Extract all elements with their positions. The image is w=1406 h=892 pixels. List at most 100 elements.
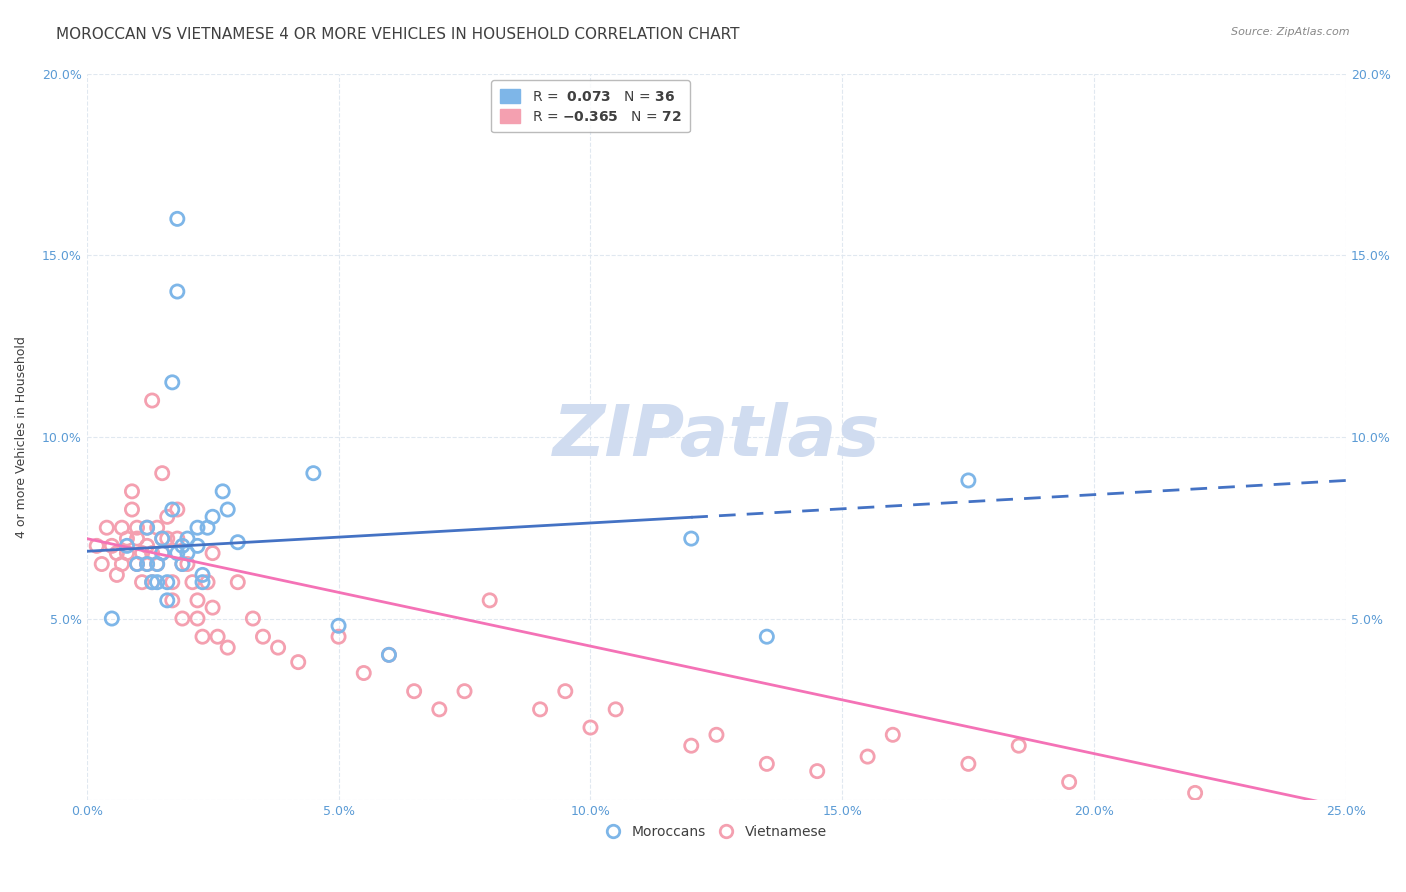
Text: Source: ZipAtlas.com: Source: ZipAtlas.com	[1232, 27, 1350, 37]
Point	[166, 546, 188, 560]
Point	[806, 764, 828, 778]
Point	[162, 575, 184, 590]
Point	[101, 611, 124, 625]
Point	[150, 466, 173, 480]
Point	[328, 630, 350, 644]
Point	[529, 702, 551, 716]
Point	[131, 546, 153, 560]
Point	[156, 593, 179, 607]
Point	[111, 521, 134, 535]
Point	[226, 575, 249, 590]
Point	[882, 728, 904, 742]
Point	[287, 655, 309, 669]
Point	[146, 575, 169, 590]
Point	[478, 593, 501, 607]
Point	[207, 630, 229, 644]
Point	[115, 532, 138, 546]
Point	[378, 648, 401, 662]
Point	[176, 557, 198, 571]
Point	[353, 666, 375, 681]
Point	[181, 575, 204, 590]
Point	[162, 376, 184, 390]
Point	[378, 648, 401, 662]
Point	[172, 611, 194, 625]
Point	[681, 532, 703, 546]
Text: ZIPatlas: ZIPatlas	[553, 402, 880, 471]
Point	[201, 600, 224, 615]
Point	[136, 521, 159, 535]
Point	[121, 484, 143, 499]
Point	[125, 557, 148, 571]
Point	[141, 546, 163, 560]
Point	[115, 539, 138, 553]
Point	[146, 521, 169, 535]
Point	[217, 640, 239, 655]
Point	[186, 593, 208, 607]
Point	[121, 502, 143, 516]
Point	[191, 630, 214, 644]
Point	[90, 557, 112, 571]
Point	[176, 546, 198, 560]
Text: MOROCCAN VS VIETNAMESE 4 OR MORE VEHICLES IN HOUSEHOLD CORRELATION CHART: MOROCCAN VS VIETNAMESE 4 OR MORE VEHICLE…	[56, 27, 740, 42]
Point	[105, 546, 128, 560]
Point	[162, 593, 184, 607]
Point	[125, 557, 148, 571]
Point	[201, 509, 224, 524]
Point	[136, 521, 159, 535]
Point	[856, 749, 879, 764]
Y-axis label: 4 or more Vehicles in Household: 4 or more Vehicles in Household	[15, 336, 28, 538]
Point	[242, 611, 264, 625]
Point	[191, 575, 214, 590]
Point	[172, 539, 194, 553]
Point	[136, 539, 159, 553]
Point	[328, 619, 350, 633]
Point	[252, 630, 274, 644]
Point	[176, 532, 198, 546]
Point	[141, 393, 163, 408]
Point	[150, 546, 173, 560]
Point	[166, 502, 188, 516]
Point	[146, 557, 169, 571]
Point	[427, 702, 450, 716]
Point	[1008, 739, 1031, 753]
Point	[162, 502, 184, 516]
Point	[211, 484, 233, 499]
Point	[131, 575, 153, 590]
Point	[150, 532, 173, 546]
Point	[166, 211, 188, 226]
Point	[111, 557, 134, 571]
Point	[302, 466, 325, 480]
Point	[136, 557, 159, 571]
Point	[156, 509, 179, 524]
Point	[186, 539, 208, 553]
Point	[186, 611, 208, 625]
Point	[150, 532, 173, 546]
Point	[101, 539, 124, 553]
Point	[105, 568, 128, 582]
Point	[605, 702, 627, 716]
Point	[136, 557, 159, 571]
Point	[186, 521, 208, 535]
Point	[267, 640, 290, 655]
Point	[172, 557, 194, 571]
Point	[453, 684, 475, 698]
Point	[156, 532, 179, 546]
Point	[404, 684, 426, 698]
Point	[166, 285, 188, 299]
Point	[957, 474, 980, 488]
Point	[172, 557, 194, 571]
Point	[681, 739, 703, 753]
Point	[197, 575, 219, 590]
Point	[755, 756, 778, 771]
Point	[96, 521, 118, 535]
Point	[125, 521, 148, 535]
Point	[141, 575, 163, 590]
Point	[191, 568, 214, 582]
Point	[201, 546, 224, 560]
Point	[156, 575, 179, 590]
Point	[125, 532, 148, 546]
Point	[1057, 775, 1080, 789]
Point	[226, 535, 249, 549]
Point	[755, 630, 778, 644]
Point	[957, 756, 980, 771]
